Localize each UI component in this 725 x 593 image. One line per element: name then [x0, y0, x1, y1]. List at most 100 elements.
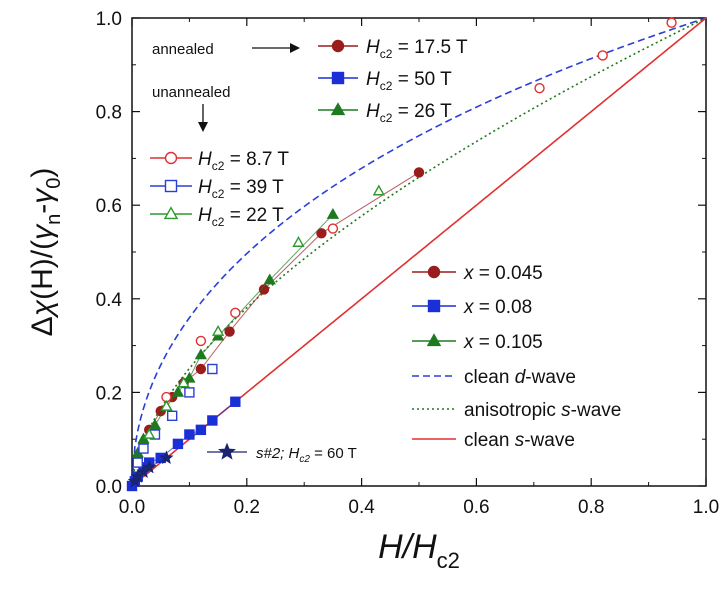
axis-ticks: 0.0 0.2 0.4 0.6 0.8 1.0 0.0 0.2 0.4 0.6 0.8 1.0	[96, 9, 720, 518]
data-point	[372, 184, 385, 196]
legend-label: Hc2 = 22 T	[198, 205, 284, 229]
legend-main: x = 0.045 x = 0.08 x = 0.105 clean d-wave an…	[207, 263, 621, 465]
x-tick-label: 1.0	[693, 497, 719, 518]
data-point	[148, 418, 162, 430]
legend-row-annealed: Hc2 = 17.5 T	[318, 37, 468, 61]
y-axis-title: Δχ(H)/(γn-γ0)	[26, 168, 65, 337]
legend-label: anisotropic s-wave	[464, 400, 621, 421]
x-tick-label: 0.4	[348, 497, 375, 518]
y-tick-label: 1.0	[96, 9, 122, 30]
legend-label: clean d-wave	[464, 367, 576, 388]
legend-row-star: s#2; Hc2 = 60 T	[207, 442, 357, 465]
unannealed-arrowhead	[198, 122, 208, 132]
y-tick-label: 0.0	[96, 477, 122, 498]
data-point	[292, 236, 305, 247]
data-point	[177, 376, 190, 388]
data-point	[534, 82, 545, 94]
data-point	[183, 371, 196, 383]
series-5	[143, 184, 385, 439]
legend-label: x = 0.105	[463, 332, 543, 353]
data-point	[207, 415, 218, 426]
legend-row-annealed: Hc2 = 50 T	[318, 69, 452, 93]
x-axis-title: H/Hc2	[378, 528, 460, 573]
series-6	[127, 450, 174, 488]
x-tick-label: 0.6	[463, 497, 489, 518]
series-3	[161, 17, 677, 403]
y-tick-label: 0.4	[96, 290, 123, 311]
legend-annealed: annealed Hc2 = 17.5 T Hc2 = 50 T Hc2 = 26 T	[152, 37, 468, 125]
legend-row-unannealed: Hc2 = 8.7 T	[150, 149, 289, 173]
data-point	[143, 427, 156, 439]
legend-row-composition: x = 0.08	[412, 297, 532, 318]
data-point	[263, 273, 276, 285]
legend-row-unannealed: Hc2 = 39 T	[150, 177, 284, 201]
legend-marker	[163, 206, 179, 220]
legend-row-model: anisotropic s-wave	[412, 400, 621, 421]
annealed-arrowhead	[290, 43, 300, 53]
legend-row-composition: x = 0.045	[412, 263, 543, 284]
legend-marker	[164, 179, 178, 193]
y-tick-label: 0.6	[96, 196, 122, 217]
data-point	[224, 326, 235, 337]
data-point	[258, 284, 270, 295]
y-tick-label: 0.8	[96, 103, 122, 124]
data-points	[126, 17, 677, 492]
data-point	[230, 307, 241, 319]
legend-marker	[331, 71, 345, 85]
data-point	[207, 363, 218, 375]
legend-row-model: clean s-wave	[412, 430, 575, 451]
legend-marker	[330, 102, 346, 116]
legend-marker	[218, 442, 236, 460]
legend-row-annealed: Hc2 = 26 T	[318, 101, 452, 125]
data-point	[195, 335, 207, 347]
data-point	[195, 424, 207, 436]
legend-label: Hc2 = 26 T	[366, 101, 452, 125]
data-point	[413, 167, 425, 178]
x-tick-label: 0.0	[119, 497, 145, 518]
data-point	[316, 228, 327, 239]
data-point	[195, 363, 207, 375]
series-4	[132, 363, 218, 468]
legend-row-model: clean d-wave	[412, 367, 576, 388]
data-point	[327, 223, 339, 234]
legend-row-unannealed: Hc2 = 22 T	[150, 205, 284, 229]
series-2	[131, 207, 340, 458]
legend-row-composition: x = 0.105	[412, 332, 543, 353]
data-point	[171, 385, 185, 397]
legend-unannealed: unannealed Hc2 = 8.7 T Hc2 = 39 T Hc2 = 22 …	[150, 84, 289, 229]
legend-marker	[427, 265, 441, 279]
legend-marker	[426, 333, 442, 347]
legend-label: x = 0.045	[463, 263, 543, 284]
data-point	[194, 348, 208, 360]
data-point	[166, 410, 178, 421]
unannealed-label: unannealed	[152, 84, 230, 101]
data-point	[142, 459, 157, 474]
axis-labels: H/Hc2 Δχ(H)/(γn-γ0)	[26, 168, 460, 573]
data-point	[160, 399, 173, 411]
data-point	[211, 324, 225, 336]
legend-label: Hc2 = 17.5 T	[366, 37, 468, 61]
legend-label: Hc2 = 8.7 T	[198, 149, 289, 173]
legend-marker	[164, 151, 178, 165]
legend-label: Hc2 = 50 T	[366, 69, 452, 93]
legend-label: clean s-wave	[464, 430, 575, 451]
y-tick-label: 0.2	[96, 383, 122, 404]
data-point	[159, 450, 174, 464]
legend-label: Hc2 = 39 T	[198, 177, 284, 201]
legend-marker	[331, 39, 345, 53]
annealed-label: annealed	[152, 41, 214, 58]
x-tick-label: 0.2	[234, 497, 260, 518]
legend-label: s#2; Hc2 = 60 T	[256, 445, 357, 465]
legend-label: x = 0.08	[463, 297, 532, 318]
data-point	[132, 457, 143, 468]
data-point	[597, 50, 608, 61]
data-point	[184, 387, 195, 398]
data-point	[138, 443, 149, 454]
legend-marker	[427, 299, 441, 313]
data-point	[230, 396, 241, 407]
data-point	[326, 207, 340, 219]
data-point	[666, 17, 677, 28]
data-point	[184, 429, 195, 440]
